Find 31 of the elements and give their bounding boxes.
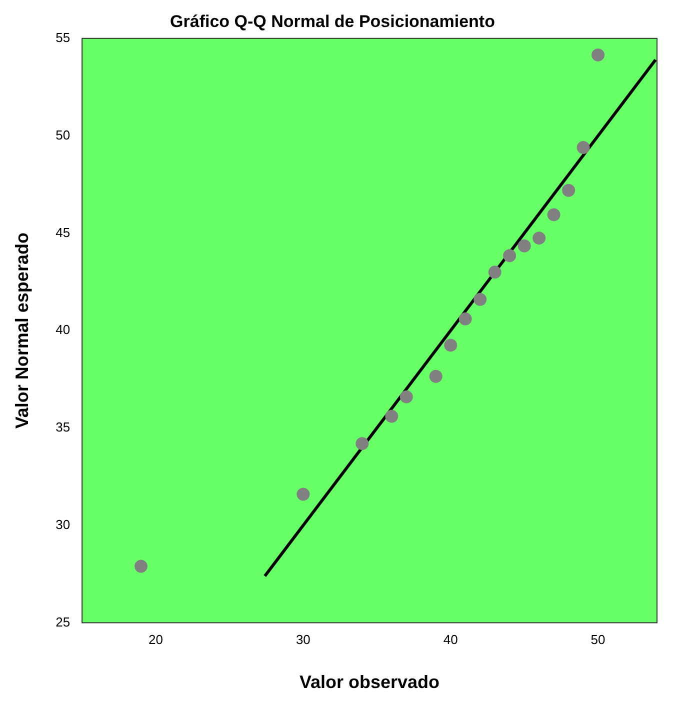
x-tick-label: 30	[296, 632, 310, 648]
point	[592, 48, 605, 62]
y-tick-label: 25	[56, 614, 70, 630]
point	[458, 312, 472, 326]
point	[474, 292, 487, 306]
point	[356, 437, 369, 450]
point	[518, 239, 531, 252]
point	[503, 249, 516, 262]
y-tick-label: 50	[56, 127, 70, 142]
chart-title: Gráfico Q-Q Normal de Posicionamiento	[170, 12, 495, 31]
x-tick-label: 40	[443, 632, 458, 648]
y-tick-label: 55	[56, 30, 70, 45]
point	[429, 370, 442, 383]
x-axis-title: Valor observado	[300, 672, 440, 692]
x-tick-label: 50	[590, 632, 606, 648]
point	[385, 410, 398, 423]
x-tick-label: 20	[148, 632, 164, 648]
y-tick-label: 40	[56, 322, 70, 338]
y-axis-title: Valor Normal esperado	[12, 232, 32, 429]
point	[488, 266, 502, 279]
point	[444, 338, 458, 352]
y-tick-label: 35	[56, 420, 70, 435]
point	[400, 390, 413, 404]
point	[532, 232, 546, 245]
y-tick-label: 30	[56, 516, 70, 532]
point	[134, 560, 148, 573]
point	[547, 208, 560, 222]
y-tick-label: 45	[56, 224, 70, 240]
point	[562, 184, 576, 197]
point	[296, 488, 310, 501]
point	[576, 140, 590, 154]
